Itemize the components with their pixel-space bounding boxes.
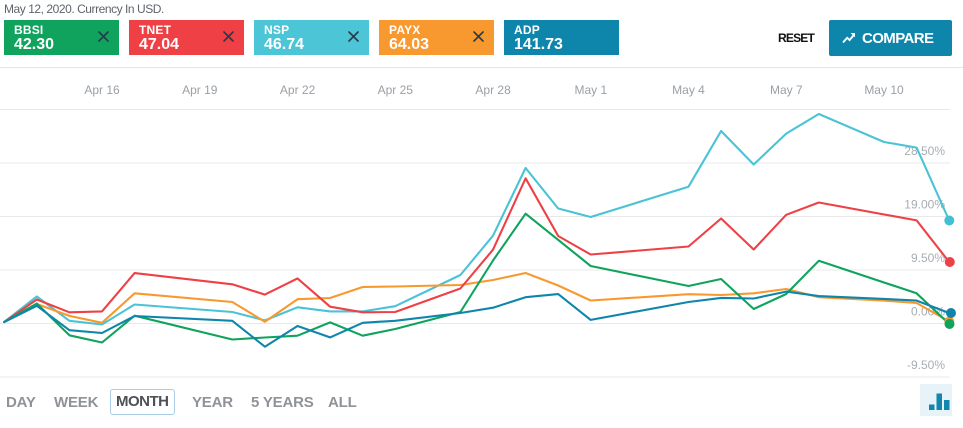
svg-text:May 4: May 4 bbox=[672, 83, 705, 97]
svg-text:9.50%: 9.50% bbox=[911, 251, 945, 265]
svg-text:May 10: May 10 bbox=[864, 83, 904, 97]
svg-text:Apr 22: Apr 22 bbox=[280, 83, 316, 97]
svg-text:Apr 19: Apr 19 bbox=[182, 83, 218, 97]
svg-text:-9.50%: -9.50% bbox=[907, 358, 945, 372]
svg-text:May 7: May 7 bbox=[770, 83, 803, 97]
svg-text:Apr 28: Apr 28 bbox=[475, 83, 511, 97]
svg-text:Apr 25: Apr 25 bbox=[378, 83, 414, 97]
svg-text:19.00%: 19.00% bbox=[904, 198, 945, 212]
svg-text:May 1: May 1 bbox=[574, 83, 607, 97]
svg-text:Apr 16: Apr 16 bbox=[84, 83, 120, 97]
